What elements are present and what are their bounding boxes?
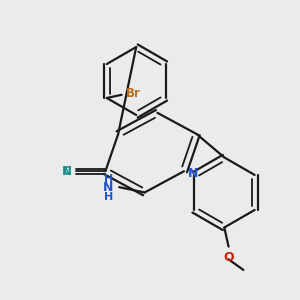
Text: H: H [103, 174, 113, 184]
Text: Br: Br [126, 87, 141, 100]
Text: N: N [62, 165, 72, 178]
Text: N: N [103, 181, 113, 194]
Text: C: C [63, 165, 71, 178]
Text: O: O [223, 251, 234, 264]
Text: N: N [188, 167, 199, 180]
Text: H: H [103, 193, 113, 202]
